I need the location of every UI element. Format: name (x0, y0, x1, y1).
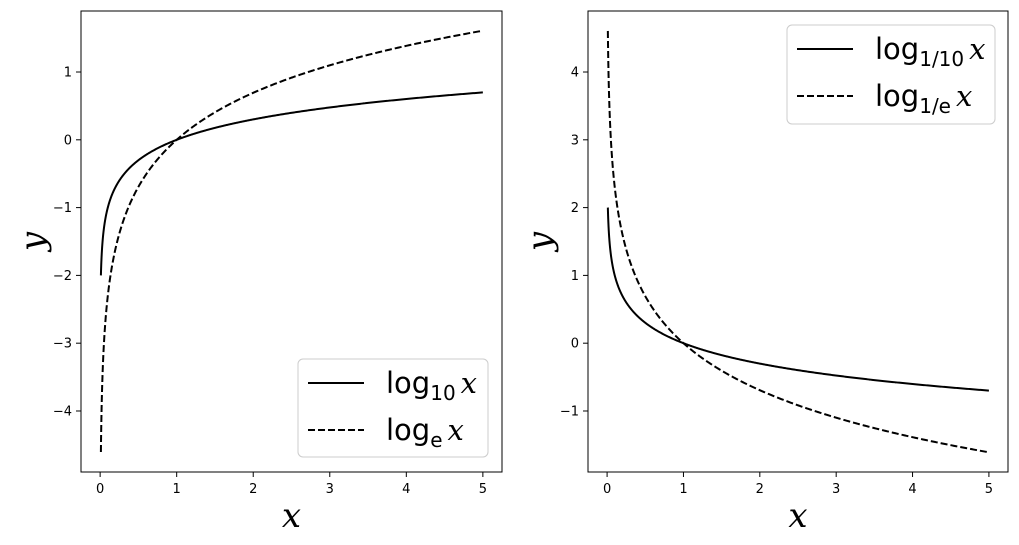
legend-label-2: loge x (386, 413, 464, 452)
series-line-2 (99, 29, 484, 453)
legend: log1/10 x log1/e x (786, 24, 996, 125)
series-line-2 (606, 30, 990, 454)
x-tick-label: 2 (249, 482, 257, 497)
legend: log10 x loge x (297, 358, 489, 458)
left-chart-panel: 0 1 2 3 4 5 −4 −3 −2 −1 0 1 x y log10 x loge x (13, 10, 503, 536)
y-tick-label: 1 (64, 66, 72, 81)
x-tick-label: 5 (479, 482, 487, 497)
y-axis-label: y (520, 231, 560, 253)
x-axis-label: x (788, 496, 807, 536)
series-line-1 (606, 207, 989, 392)
y-axis-label: y (13, 231, 53, 253)
y-tick-label: 2 (571, 201, 579, 216)
x-tick-label: 4 (402, 482, 410, 497)
y-tick-label: 1 (571, 269, 579, 284)
plot-frame (80, 10, 503, 473)
series-line-1 (99, 91, 483, 276)
x-tick-label: 4 (908, 482, 916, 497)
y-tick-label: 4 (571, 66, 579, 81)
y-tick-label: 3 (571, 133, 579, 148)
x-tick-label: 5 (985, 482, 993, 497)
x-tick-label: 2 (756, 482, 764, 497)
legend-label-1: log1/10 x (875, 32, 986, 71)
plot-frame (587, 10, 1009, 473)
x-tick-label: 3 (832, 482, 840, 497)
legend-label-1: log10 x (386, 366, 477, 405)
x-tick-label: 1 (173, 482, 181, 497)
x-axis-label: x (282, 496, 301, 536)
x-tick-label: 0 (96, 482, 104, 497)
legend-label-2: log1/e x (875, 79, 972, 118)
y-tick-label: −1 (53, 201, 72, 216)
x-tick-label: 0 (603, 482, 611, 497)
y-tick-label: −2 (53, 269, 72, 284)
y-tick-label: −1 (560, 404, 579, 419)
y-tick-label: 0 (571, 337, 579, 352)
y-tick-label: −4 (53, 404, 72, 419)
x-tick-label: 3 (326, 482, 334, 497)
right-chart-panel: 0 1 2 3 4 5 −1 0 1 2 3 4 x y log1/10 x log1/e x (520, 10, 1009, 536)
y-tick-label: 0 (64, 133, 72, 148)
x-tick-label: 1 (679, 482, 687, 497)
y-tick-label: −3 (53, 337, 72, 352)
